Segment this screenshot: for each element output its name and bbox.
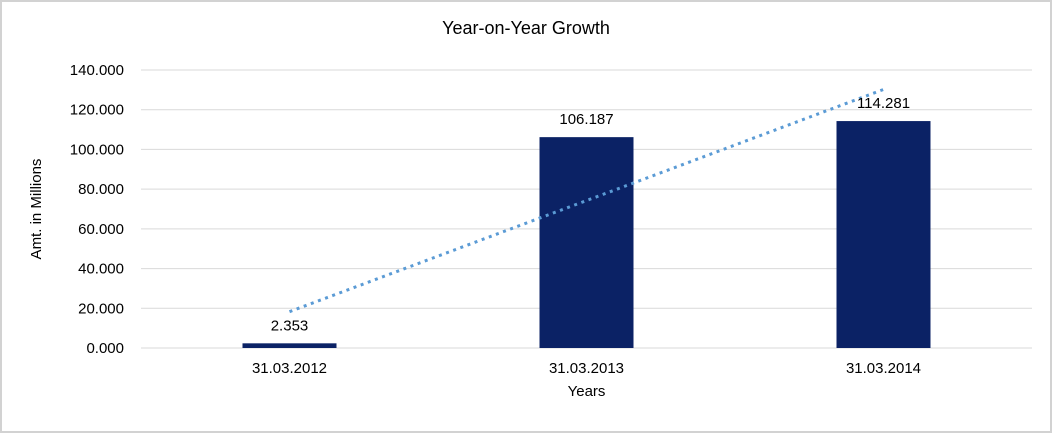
y-tick-label: 60.000	[78, 221, 124, 238]
x-axis-title: Years	[567, 383, 606, 400]
x-tick-label: 31.03.2014	[846, 360, 921, 377]
y-tick-label: 80.000	[78, 181, 124, 198]
bar	[242, 343, 337, 348]
data-label: 106.187	[559, 111, 613, 128]
y-tick-label: 140.000	[70, 62, 124, 79]
x-tick-label: 31.03.2013	[549, 360, 624, 377]
x-tick-label: 31.03.2012	[252, 360, 327, 377]
y-tick-label: 20.000	[78, 300, 124, 317]
bar	[539, 137, 634, 348]
y-tick-label: 40.000	[78, 261, 124, 278]
y-tick-label: 120.000	[70, 102, 124, 119]
y-tick-label: 100.000	[70, 141, 124, 158]
bar	[836, 121, 931, 348]
data-label: 2.353	[271, 317, 309, 334]
y-tick-label: 0.000	[86, 340, 124, 357]
data-label: 114.281	[857, 95, 910, 112]
chart-title: Year-on-Year Growth	[442, 18, 610, 38]
